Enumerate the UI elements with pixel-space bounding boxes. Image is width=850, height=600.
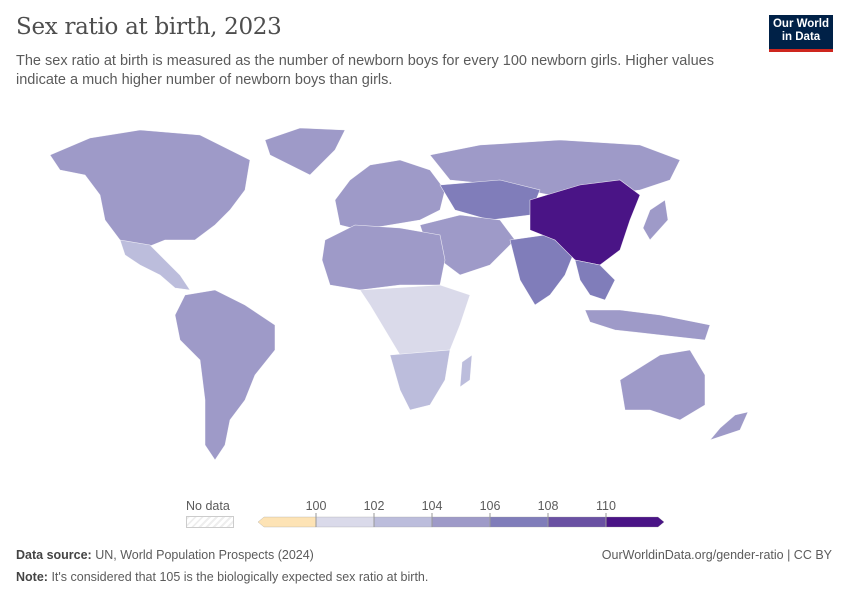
legend-tick-label: 108 bbox=[538, 499, 559, 513]
legend-tick-label: 104 bbox=[422, 499, 443, 513]
legend-tick-label: 100 bbox=[306, 499, 327, 513]
note-label: Note: bbox=[16, 570, 48, 584]
region-china[interactable] bbox=[529, 179, 641, 266]
chart-subtitle: The sex ratio at birth is measured as th… bbox=[16, 53, 714, 88]
legend-bin[interactable] bbox=[373, 516, 433, 528]
source-url-link[interactable]: OurWorldinData.org/gender-ratio | CC BY bbox=[601, 548, 832, 562]
region-central-asia[interactable] bbox=[439, 179, 541, 221]
region-central-america[interactable] bbox=[119, 239, 191, 291]
region-europe[interactable] bbox=[334, 159, 446, 231]
legend-bin[interactable] bbox=[431, 516, 491, 528]
owid-logo[interactable]: Our World in Data bbox=[769, 15, 833, 52]
region-southeast-asia[interactable] bbox=[574, 259, 616, 301]
legend-bin[interactable] bbox=[605, 516, 665, 528]
logo-line2: in Data bbox=[781, 31, 821, 43]
source-text: UN, World Population Prospects (2024) bbox=[95, 548, 314, 562]
region-north-africa[interactable] bbox=[321, 224, 446, 291]
legend-tick-label: 110 bbox=[596, 499, 616, 513]
logo-line1: Our World bbox=[772, 18, 829, 30]
region-madagascar[interactable] bbox=[459, 354, 473, 388]
legend-bin[interactable] bbox=[315, 516, 375, 528]
region-new-zealand[interactable] bbox=[709, 411, 749, 441]
note-text: It's considered that 105 is the biologic… bbox=[51, 570, 429, 584]
region-japan[interactable] bbox=[642, 199, 669, 241]
legend-no-data-label: No data bbox=[186, 499, 230, 513]
legend-no-data-swatch bbox=[186, 516, 234, 528]
chart-title: Sex ratio at birth, 2023 bbox=[16, 14, 282, 40]
legend-bin[interactable] bbox=[257, 516, 317, 528]
world-map bbox=[49, 127, 749, 461]
region-southern-africa[interactable] bbox=[389, 349, 451, 411]
legend-scale: 100 102 104 106 108 110 bbox=[257, 499, 665, 528]
legend-bin[interactable] bbox=[489, 516, 549, 528]
region-greenland[interactable] bbox=[264, 127, 346, 176]
region-south-america[interactable] bbox=[174, 289, 276, 461]
region-australia[interactable] bbox=[619, 349, 706, 421]
legend-bin[interactable] bbox=[547, 516, 607, 528]
data-source: Data source: UN, World Population Prospe… bbox=[16, 548, 314, 562]
region-north-america[interactable] bbox=[49, 129, 251, 251]
legend-tick-label: 102 bbox=[364, 499, 385, 513]
note: Note: It's considered that 105 is the bi… bbox=[16, 570, 428, 584]
legend-tick-label: 106 bbox=[480, 499, 501, 513]
region-indonesia[interactable] bbox=[584, 309, 711, 341]
source-label: Data source: bbox=[16, 548, 92, 562]
region-sub-saharan-africa[interactable] bbox=[359, 284, 471, 356]
